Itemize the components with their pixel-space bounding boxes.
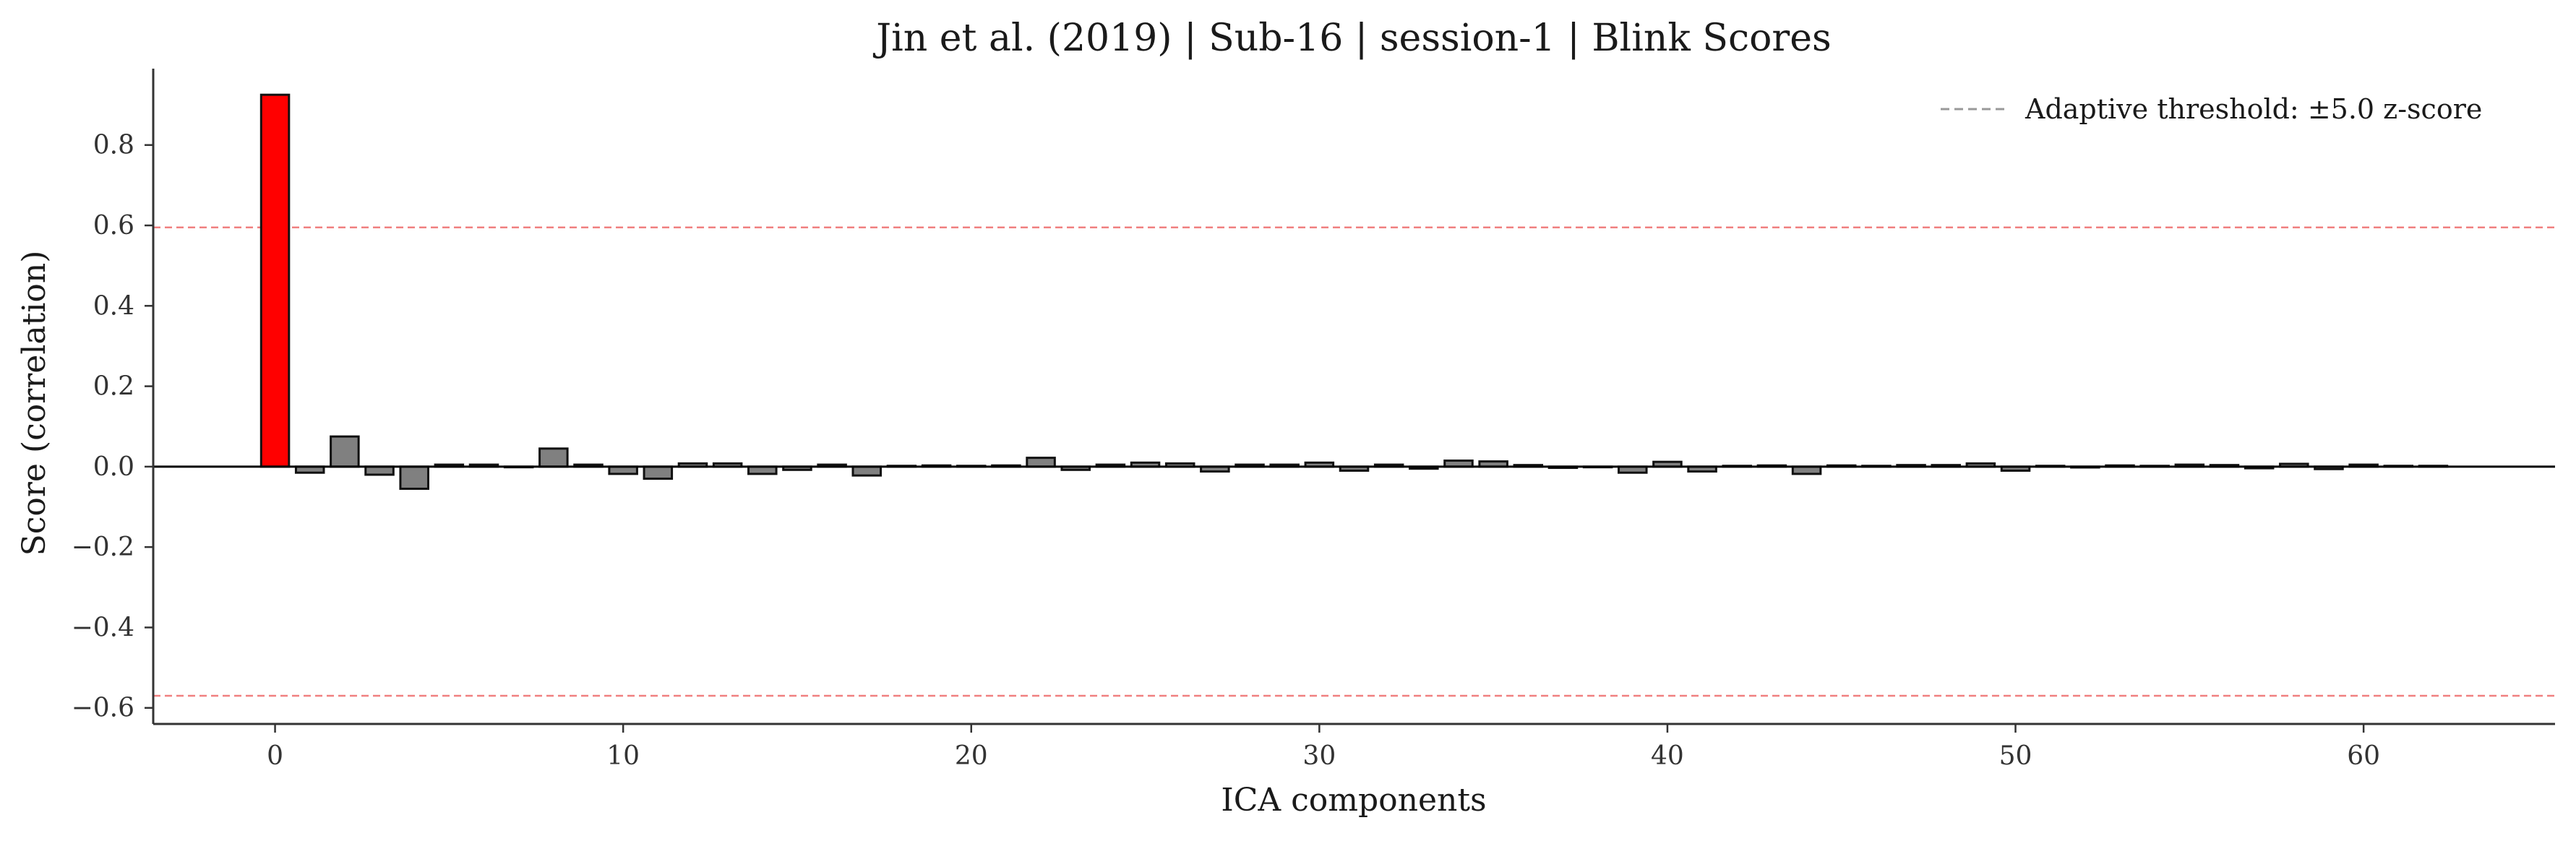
bar-component-8: [538, 447, 569, 468]
y-tick-label: −0.6: [72, 694, 134, 723]
y-tick-label: 0.0: [93, 452, 134, 482]
bar-component-2: [330, 435, 360, 468]
bar-component-3: [364, 465, 395, 476]
x-tick-label: 50: [1999, 741, 2032, 771]
x-tick-label: 20: [955, 741, 988, 771]
y-tick-label: −0.2: [72, 532, 134, 562]
bar-component-11: [643, 465, 674, 480]
y-tick-label: −0.4: [72, 613, 134, 642]
y-axis-label: Score (correlation): [16, 251, 53, 556]
bar-component-4: [399, 465, 429, 490]
y-tick-label: 0.8: [93, 131, 134, 160]
bar-component-14: [747, 465, 778, 475]
y-tick-label: 0.6: [93, 211, 134, 241]
x-tick-label: 60: [2347, 741, 2380, 771]
bar-component-44: [1791, 465, 1822, 475]
x-axis-label: ICA components: [1221, 782, 1486, 819]
legend: Adaptive threshold: ±5.0 z-score: [1941, 93, 2482, 125]
bar-component-17: [851, 465, 883, 477]
x-tick-label: 0: [267, 741, 283, 771]
bar-component-10: [608, 465, 638, 475]
plot-area: −0.6 −0.4 −0.2 0.0 0.2 0.4 0.6 0.8 0 10 20 30 40 50 60: [72, 69, 2555, 771]
x-tick-label: 30: [1302, 741, 1336, 771]
y-tick-label: 0.2: [93, 372, 134, 402]
y-tick-label: 0.4: [93, 291, 134, 321]
legend-threshold-label: Adaptive threshold: ±5.0 z-score: [2025, 93, 2482, 125]
x-tick-label: 40: [1651, 741, 1684, 771]
bar-component-22: [1026, 457, 1056, 468]
x-tick-label: 10: [606, 741, 640, 771]
bar-component-0: [259, 93, 291, 468]
chart-title: Jin et al. (2019) | Sub-16 | session-1 |…: [872, 17, 1831, 60]
